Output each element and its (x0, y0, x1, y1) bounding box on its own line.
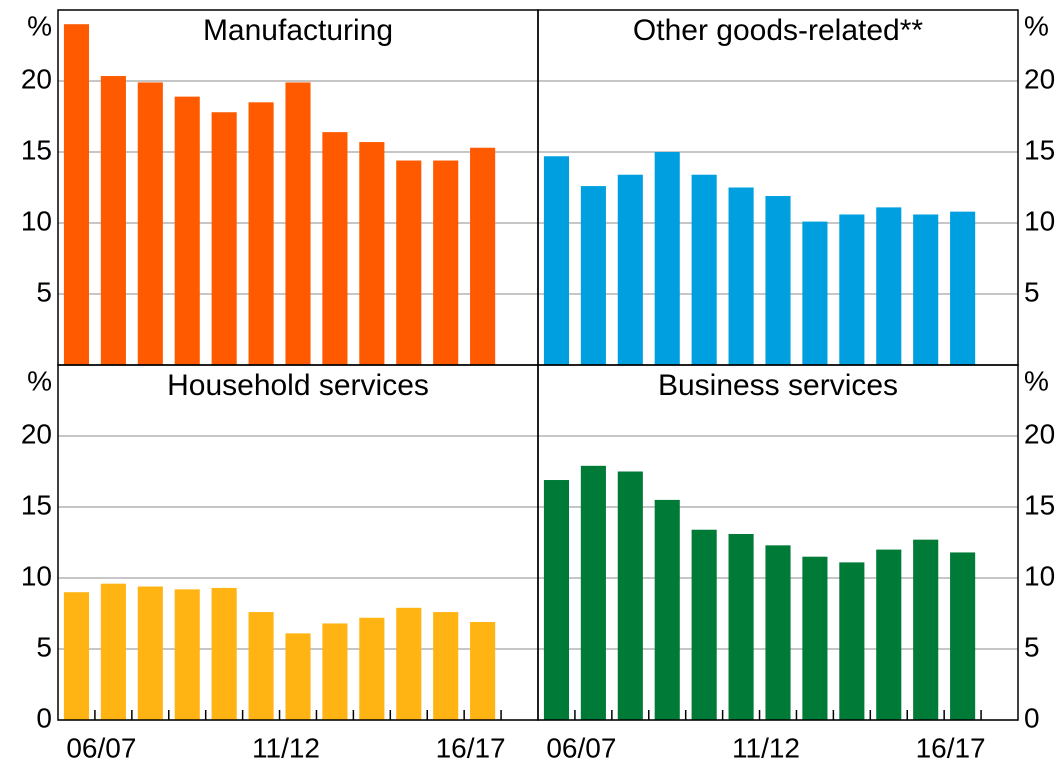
bar (913, 539, 939, 720)
bar (728, 187, 754, 365)
bar (728, 533, 754, 720)
bar (174, 96, 200, 366)
bar (433, 160, 459, 365)
y-tick-label: 15 (21, 134, 52, 165)
y-tick-label: 5 (1024, 276, 1040, 307)
bar (543, 480, 570, 720)
y-unit: % (1024, 10, 1049, 41)
y-tick-label: 0 (1024, 702, 1040, 733)
bar (950, 552, 976, 720)
bar (285, 82, 311, 366)
y-tick-label: 0 (36, 702, 52, 733)
bar (211, 112, 237, 366)
x-tick-label: 06/07 (66, 732, 136, 763)
bar (248, 612, 274, 720)
y-tick-label: 15 (1024, 489, 1055, 520)
bar (839, 214, 865, 365)
y-unit: % (27, 365, 52, 396)
bar (580, 465, 606, 720)
y-tick-label: 5 (1024, 631, 1040, 662)
y-tick-label: 5 (36, 276, 52, 307)
bar (876, 549, 902, 720)
bar (137, 586, 163, 720)
bar (691, 529, 717, 720)
x-tick-label: 16/17 (916, 732, 986, 763)
bar (617, 174, 643, 365)
y-tick-label: 10 (21, 205, 52, 236)
panel-title: Business services (658, 369, 898, 402)
bar (543, 156, 570, 365)
panel-title: Other goods-related** (633, 14, 923, 47)
bar (470, 622, 496, 720)
bar (322, 623, 348, 720)
bar (617, 471, 643, 720)
bar (100, 76, 126, 365)
bar (100, 583, 126, 720)
bar (765, 545, 791, 720)
bar (248, 102, 274, 366)
bar (433, 612, 459, 720)
bar (285, 633, 311, 720)
bar (691, 174, 717, 365)
panel-title: Household services (167, 369, 429, 402)
bar (839, 562, 865, 720)
y-tick-label: 10 (1024, 205, 1055, 236)
panel-frame (537, 364, 1019, 721)
bar (396, 160, 422, 365)
y-tick-label: 10 (1024, 560, 1055, 591)
y-tick-label: 10 (21, 560, 52, 591)
x-tick-label: 16/17 (436, 732, 506, 763)
panel-title: Manufacturing (203, 14, 393, 47)
bar (211, 587, 237, 720)
bar (470, 147, 496, 365)
x-tick-label: 11/12 (252, 732, 320, 763)
bar (802, 556, 828, 720)
y-tick-label: 5 (36, 631, 52, 662)
bar (876, 207, 902, 365)
y-tick-label: 15 (21, 489, 52, 520)
y-tick-label: 20 (1024, 63, 1055, 94)
bar (322, 132, 348, 365)
x-tick-label: 06/07 (546, 732, 616, 763)
bar (359, 617, 385, 720)
bar (654, 152, 680, 365)
bar (63, 24, 90, 365)
x-tick-label: 11/12 (732, 732, 800, 763)
bar (174, 589, 200, 720)
bar (913, 214, 939, 365)
bar (359, 142, 385, 365)
y-tick-label: 20 (21, 418, 52, 449)
y-tick-label: 20 (21, 63, 52, 94)
y-tick-label: 20 (1024, 418, 1055, 449)
bar (802, 221, 828, 365)
bar (950, 211, 976, 365)
bar (396, 607, 422, 720)
y-tick-label: 15 (1024, 134, 1055, 165)
y-unit: % (1024, 365, 1049, 396)
bar (580, 186, 606, 365)
y-unit: % (27, 10, 52, 41)
bar (765, 196, 791, 365)
bar (63, 592, 90, 720)
bar (654, 499, 680, 720)
bar (137, 82, 163, 366)
